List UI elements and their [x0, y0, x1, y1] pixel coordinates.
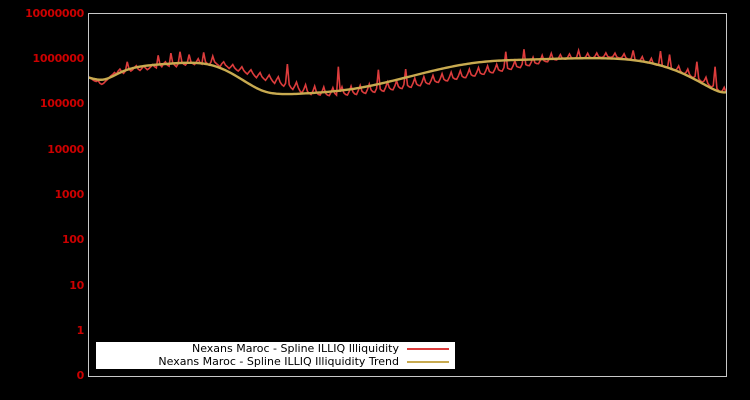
plot-area — [88, 13, 727, 377]
y-tick-0: 0 — [76, 369, 85, 382]
legend-label-illiq-trend: Nexans Maroc - Spline ILLIQ Illiquidity … — [158, 355, 399, 368]
series-illiq-trend-line — [89, 56, 726, 96]
legend-label-illiq: Nexans Maroc - Spline ILLIQ Illiquidity — [191, 342, 399, 355]
y-tick-1: 1 — [76, 324, 85, 337]
y-tick-100: 100 — [61, 233, 84, 246]
legend-swatch-illiq — [407, 348, 449, 350]
legend-swatch-illiq-trend — [407, 361, 449, 363]
y-tick-1000000: 1000000 — [32, 52, 85, 65]
y-tick-10000: 10000 — [47, 143, 84, 156]
y-tick-1000: 1000 — [54, 188, 85, 201]
legend-entry-illiq[interactable]: Nexans Maroc - Spline ILLIQ Illiquidity — [96, 343, 455, 356]
series-illiq-line — [89, 47, 726, 97]
y-tick-100000: 100000 — [39, 97, 84, 110]
legend-entry-illiq-trend[interactable]: Nexans Maroc - Spline ILLIQ Illiquidity … — [96, 356, 455, 369]
chart-canvas — [89, 47, 726, 97]
y-tick-10000000: 10000000 — [25, 7, 84, 20]
y-axis-tick-labels: 10000000 1000000 100000 10000 1000 100 1… — [0, 0, 84, 400]
chart-legend[interactable]: Nexans Maroc - Spline ILLIQ Illiquidity … — [95, 341, 456, 370]
y-tick-10: 10 — [69, 279, 84, 292]
